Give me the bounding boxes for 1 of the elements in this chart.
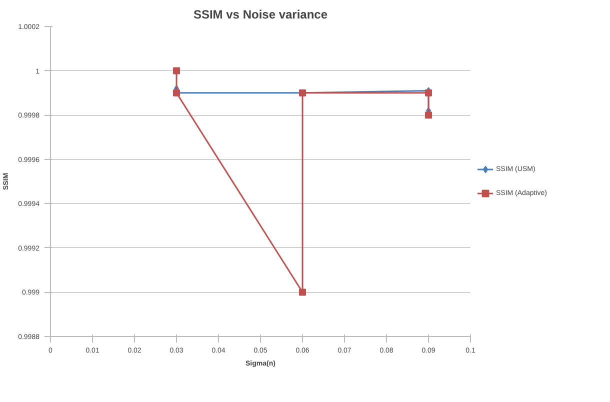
chart-title: SSIM vs Noise variance [193,8,328,22]
